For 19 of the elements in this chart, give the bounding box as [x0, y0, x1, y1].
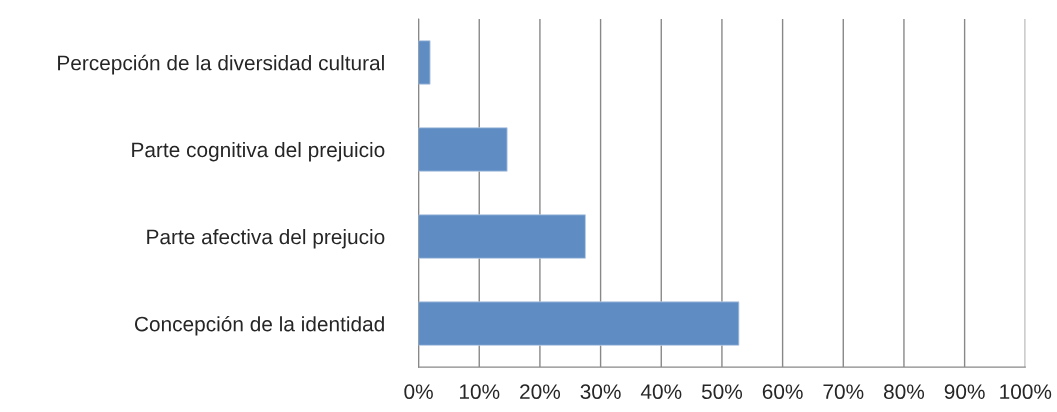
x-tick-label: 0%: [404, 384, 433, 400]
x-tick-label: 10%: [459, 384, 500, 400]
bar: [418, 127, 508, 172]
x-tick-label: 70%: [823, 384, 864, 400]
x-tick-label: 60%: [762, 384, 803, 400]
y-tick-label: Parte afectiva del prejucio: [147, 228, 385, 249]
x-tick-label: 50%: [701, 384, 743, 400]
x-tick-label: 30%: [580, 384, 621, 400]
x-tick-label: 80%: [884, 384, 925, 400]
bar: [418, 40, 431, 85]
y-tick-label: Concepción de la identidad: [134, 315, 384, 336]
y-tick-label: Parte cognitiva del prejuicio: [132, 141, 385, 162]
y-tick-label: Percepción de la diversidad cultural: [58, 54, 384, 75]
bar: [418, 214, 586, 259]
bar: [418, 301, 740, 346]
x-tick-label: 90%: [944, 384, 985, 400]
x-tick-label: 20%: [520, 384, 561, 400]
x-tick-label: 100%: [1000, 384, 1052, 400]
x-tick-label: 40%: [640, 384, 682, 400]
